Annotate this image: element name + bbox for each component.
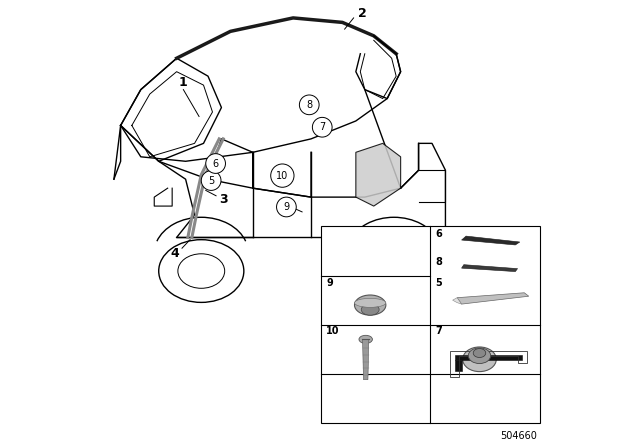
Ellipse shape bbox=[463, 347, 496, 372]
Text: 9: 9 bbox=[284, 202, 289, 212]
Text: 2: 2 bbox=[358, 7, 367, 20]
Circle shape bbox=[271, 164, 294, 187]
Text: 504660: 504660 bbox=[500, 431, 538, 441]
Text: 5: 5 bbox=[436, 278, 442, 289]
Circle shape bbox=[276, 197, 296, 217]
Text: 3: 3 bbox=[220, 193, 228, 206]
Text: 6: 6 bbox=[436, 229, 442, 239]
Text: 10: 10 bbox=[326, 326, 340, 336]
Polygon shape bbox=[457, 293, 529, 304]
Ellipse shape bbox=[355, 298, 386, 307]
Polygon shape bbox=[455, 355, 522, 359]
Ellipse shape bbox=[361, 304, 379, 315]
Ellipse shape bbox=[359, 335, 372, 343]
Text: 7: 7 bbox=[319, 122, 325, 132]
Text: 7: 7 bbox=[436, 326, 442, 336]
Circle shape bbox=[202, 171, 221, 190]
Circle shape bbox=[312, 117, 332, 137]
Text: 4: 4 bbox=[170, 246, 179, 260]
Text: 10: 10 bbox=[276, 171, 289, 181]
Text: 1: 1 bbox=[179, 76, 188, 90]
FancyBboxPatch shape bbox=[321, 226, 540, 423]
Text: 8: 8 bbox=[306, 100, 312, 110]
Polygon shape bbox=[362, 340, 369, 380]
Text: 9: 9 bbox=[326, 278, 333, 289]
Ellipse shape bbox=[468, 348, 491, 364]
Polygon shape bbox=[452, 298, 461, 304]
Polygon shape bbox=[356, 143, 401, 206]
Polygon shape bbox=[455, 359, 461, 371]
Circle shape bbox=[300, 95, 319, 115]
Text: 8: 8 bbox=[436, 257, 442, 267]
Text: 5: 5 bbox=[208, 176, 214, 185]
Ellipse shape bbox=[355, 295, 386, 315]
Polygon shape bbox=[461, 265, 518, 271]
Polygon shape bbox=[461, 236, 520, 245]
Circle shape bbox=[206, 154, 225, 173]
Ellipse shape bbox=[473, 349, 486, 358]
Text: 6: 6 bbox=[212, 159, 219, 168]
